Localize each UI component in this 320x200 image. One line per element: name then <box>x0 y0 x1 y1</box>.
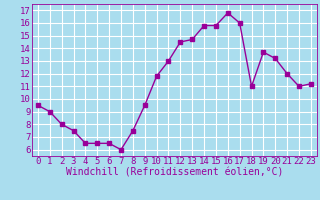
X-axis label: Windchill (Refroidissement éolien,°C): Windchill (Refroidissement éolien,°C) <box>66 168 283 178</box>
